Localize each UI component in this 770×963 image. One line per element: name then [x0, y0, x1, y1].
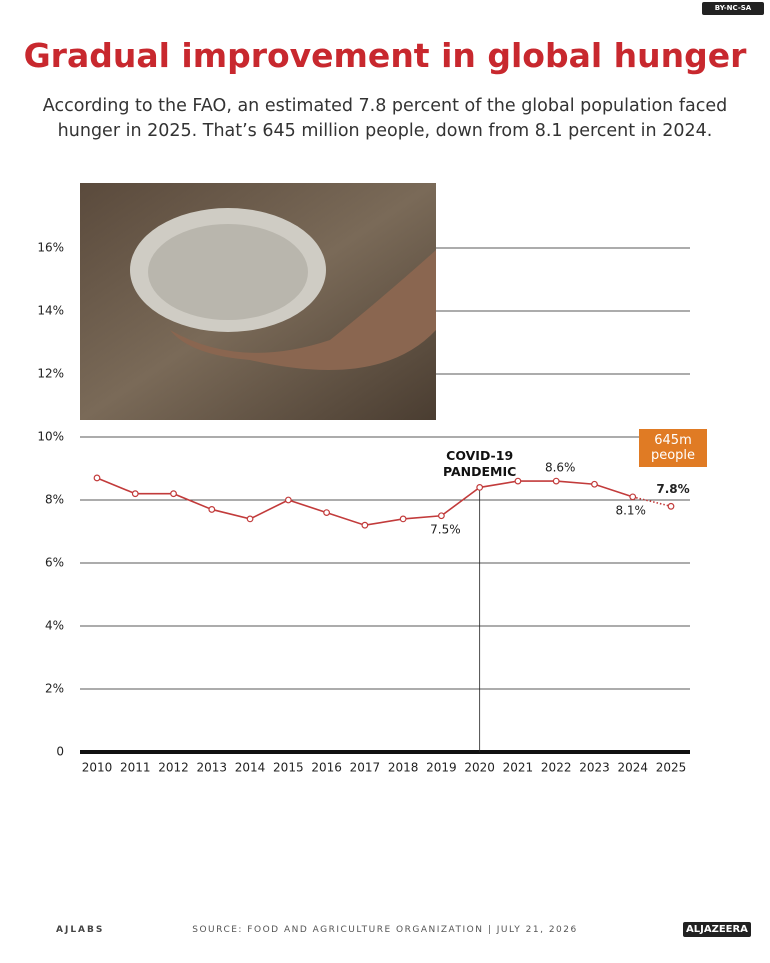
x-tick-label: 2025	[656, 761, 687, 775]
chart-title: Gradual improvement in global hunger	[23, 36, 747, 75]
point	[438, 512, 445, 520]
point	[552, 477, 560, 485]
x-tick-label: 2022	[541, 761, 572, 775]
y-tick-label: 16%	[37, 241, 64, 255]
value-label: 8.1%	[615, 503, 646, 517]
x-tick-label: 2020	[464, 761, 495, 775]
x-tick-label: 2016	[311, 761, 342, 775]
line-projection	[632, 496, 672, 508]
point	[170, 490, 177, 498]
point	[208, 506, 216, 513]
x-tick-label: 2011	[120, 761, 151, 775]
value-label: 7.5%	[430, 522, 461, 536]
y-tick-label: 12%	[37, 367, 64, 381]
x-tick-label: 2012	[158, 761, 189, 775]
x-tick-label: 2018	[388, 761, 419, 775]
y-tick-label: 6%	[45, 556, 64, 570]
point	[667, 502, 675, 510]
x-tick-label: 2014	[235, 761, 266, 775]
y-tick-label: 10%	[37, 430, 64, 444]
photo-hands	[170, 250, 436, 370]
value-label: 8.6%	[545, 461, 576, 475]
logo: ALJAZEERA	[683, 922, 751, 937]
point	[629, 493, 637, 501]
brand: AJLABS	[56, 925, 105, 935]
y-tick-label: 8%	[45, 493, 64, 507]
y-tick-label: 4%	[45, 619, 64, 633]
point	[246, 515, 254, 523]
point	[591, 480, 598, 488]
photo-bowl-inner	[148, 224, 308, 320]
x-tick-label: 2024	[617, 761, 648, 775]
callout: 645m people	[639, 429, 707, 467]
point	[93, 474, 101, 482]
chart-subtitle: According to the FAO, an estimated 7.8 p…	[42, 96, 728, 141]
point	[399, 515, 407, 523]
annotation: COVID-19 PANDEMIC	[442, 448, 517, 479]
point	[284, 496, 292, 504]
point	[131, 490, 139, 498]
line	[96, 477, 633, 527]
x-tick-label: 2010	[82, 761, 113, 775]
point	[361, 521, 369, 529]
x-tick-label: 2017	[350, 761, 381, 775]
y-tick-label: 0	[56, 745, 64, 759]
x-tick-label: 2015	[273, 761, 304, 775]
x-tick-label: 2013	[197, 761, 228, 775]
point	[323, 509, 331, 516]
point	[476, 484, 484, 491]
x-tick-label: 2023	[579, 761, 610, 775]
source: SOURCE: FOOD AND AGRICULTURE ORGANIZATIO…	[192, 925, 578, 935]
point	[514, 477, 522, 485]
license-badge: BY-NC-SA	[702, 2, 764, 15]
y-tick-label: 2%	[45, 682, 64, 696]
x-tick-label: 2021	[503, 761, 534, 775]
value-label: 7.8%	[656, 482, 689, 496]
y-tick-label: 14%	[37, 304, 64, 318]
x-tick-label: 2019	[426, 761, 457, 775]
